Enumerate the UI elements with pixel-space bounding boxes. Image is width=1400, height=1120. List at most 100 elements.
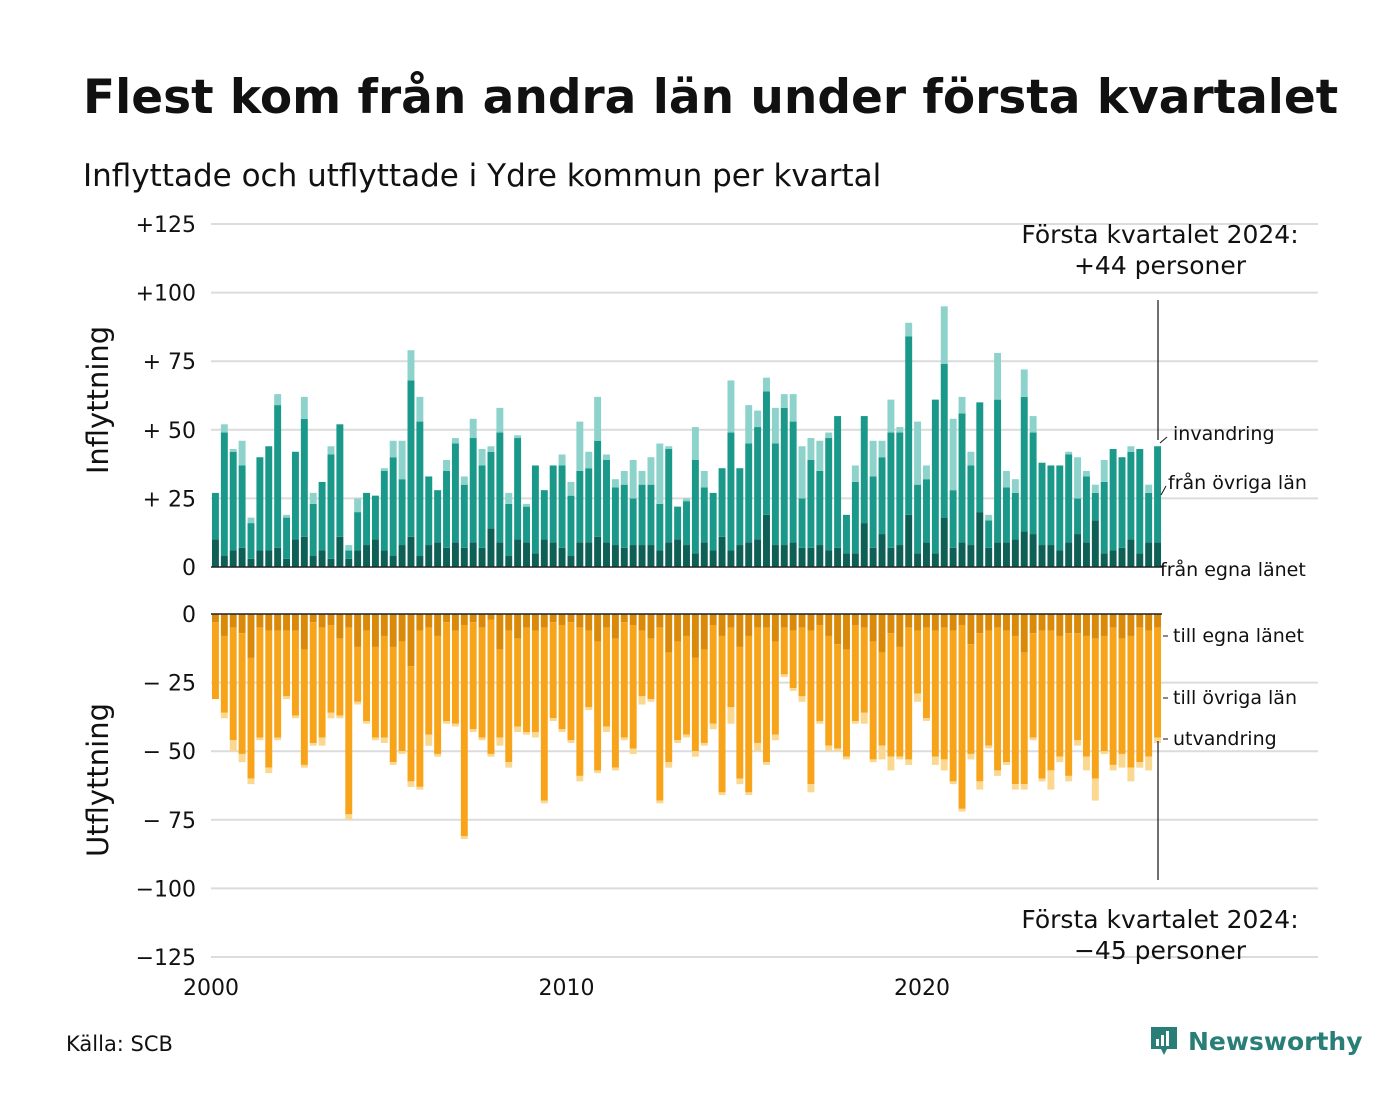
bar-inflow-own [727,550,735,567]
bar-outflow-other [931,630,939,757]
bar-outflow-other [1136,627,1144,763]
bar-outflow-emigration [425,734,433,746]
bar-inflow-immigration [1127,446,1135,452]
series-label-other-counties: från övriga län [1168,471,1307,494]
bar-inflow-other [931,399,939,554]
bar-outflow-emigration [1145,756,1153,771]
bar-outflow-own [745,614,753,636]
bar-inflow-other [958,413,966,543]
bar-inflow-immigration [238,440,246,466]
bar-inflow-own [958,542,966,567]
bar-outflow-own [709,614,717,625]
bar-outflow-emigration [1038,778,1046,782]
bar-inflow-immigration [825,432,833,439]
bar-inflow-immigration [905,322,913,337]
bar-outflow-own [1020,614,1028,653]
bar-inflow-own [905,514,913,567]
bar-outflow-other [718,635,726,793]
bar-outflow-own [683,614,690,636]
bar-inflow-own [1127,539,1135,567]
bar-outflow-emigration [505,762,513,768]
bar-inflow-own [318,550,326,567]
bar-inflow-other [709,492,717,551]
bar-inflow-own [914,553,922,567]
bar-outflow-own [1065,614,1073,634]
bar-outflow-other [398,641,406,752]
bar-outflow-emigration [1109,764,1117,771]
bar-inflow-own [469,542,477,567]
bar-outflow-emigration [700,742,708,746]
bar-outflow-emigration [1082,756,1090,771]
bar-outflow-other [523,627,530,732]
bar-outflow-own [940,614,948,628]
bar-inflow-immigration [656,443,664,504]
bar-inflow-other [336,424,344,537]
y-tick-label: − 50 [143,740,196,765]
bar-outflow-emigration [576,775,584,782]
bar-inflow-other [923,479,930,543]
bar-inflow-other [425,476,433,546]
bar-outflow-other [745,635,753,793]
bar-outflow-other [407,666,415,782]
bar-inflow-own [1091,520,1099,567]
bar-inflow-other [265,446,273,551]
bar-inflow-own [434,542,442,567]
bar-outflow-own [869,614,877,642]
bar-outflow-emigration [451,723,459,727]
bar-inflow-other [300,418,308,537]
bar-outflow-emigration [1020,784,1028,790]
bar-outflow-own [460,614,468,625]
bar-outflow-other [869,641,877,760]
bar-inflow-immigration [487,446,495,452]
bar-inflow-immigration [994,352,1002,400]
bar-outflow-own [1100,614,1108,636]
bar-outflow-other [585,630,593,708]
bar-outflow-emigration [309,742,317,746]
bar-outflow-emigration [434,753,442,757]
bar-outflow-emigration [594,770,602,774]
bar-inflow-immigration [514,435,522,439]
bar-inflow-other [629,498,637,546]
bar-outflow-emigration [691,751,699,757]
bar-outflow-emigration [1136,762,1144,768]
bar-inflow-immigration [558,454,566,466]
bar-inflow-other [1145,492,1153,543]
bar-inflow-immigration [594,396,602,441]
bar-outflow-emigration [229,740,237,752]
bar-inflow-own [771,545,779,567]
bar-outflow-other [923,627,930,719]
bar-outflow-own [1074,614,1082,634]
bar-outflow-other [727,627,735,708]
bar-inflow-immigration [816,440,824,471]
bar-outflow-emigration [398,751,406,754]
bar-inflow-other [825,438,833,551]
bar-inflow-immigration [798,446,806,499]
series-label-to-own-county: till egna länet [1173,625,1304,647]
bar-outflow-other [851,624,859,722]
bar-inflow-own [327,558,335,567]
bar-outflow-own [603,614,610,628]
bar-inflow-own [851,553,859,567]
bar-outflow-own [985,614,993,631]
bar-outflow-other [905,627,913,760]
bar-inflow-other [620,484,628,548]
bar-outflow-other [371,646,379,738]
bar-outflow-own [309,614,317,623]
bar-inflow-own [256,550,264,567]
y-tick-label: +125 [136,213,196,238]
bar-outflow-emigration [994,770,1002,776]
bar-outflow-emigration [1047,770,1055,790]
bar-inflow-immigration [691,427,699,460]
bar-inflow-other [700,487,708,543]
bar-outflow-own [1118,614,1126,639]
bar-inflow-own [1109,550,1117,567]
bar-inflow-own [1065,542,1073,567]
bar-inflow-other [469,438,477,543]
bar-inflow-own [291,539,299,567]
bar-outflow-own [620,614,628,623]
bar-outflow-other [363,630,370,722]
bar-outflow-emigration [611,767,619,771]
bar-inflow-own [416,556,424,567]
bar-inflow-own [665,542,673,567]
